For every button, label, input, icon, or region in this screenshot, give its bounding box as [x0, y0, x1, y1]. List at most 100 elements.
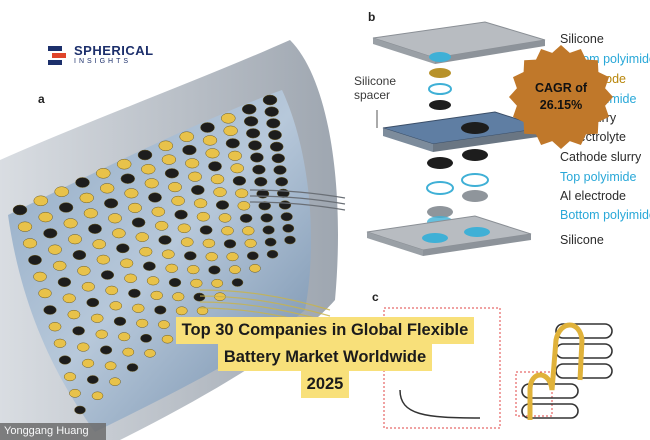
gold-disc: [52, 260, 67, 271]
dark-disc: [232, 175, 247, 186]
gold-disc: [90, 313, 104, 323]
dark-disc: [280, 212, 293, 222]
gold-disc: [139, 246, 153, 257]
dark-disc: [86, 375, 99, 384]
disc-grid: [12, 94, 296, 415]
logo-icon: [48, 44, 70, 66]
dark-disc: [264, 237, 277, 247]
gold-disc: [118, 332, 131, 342]
gold-disc: [17, 221, 33, 232]
gold-disc: [146, 276, 160, 286]
dark-disc: [137, 149, 153, 161]
dark-disc: [282, 223, 295, 233]
gold-disc: [112, 228, 126, 239]
gold-disc: [116, 158, 132, 170]
cagr-badge: [509, 45, 613, 149]
dark-disc: [264, 106, 279, 117]
gold-disc: [193, 198, 208, 209]
dark-disc: [208, 161, 222, 172]
dark-disc: [143, 261, 156, 271]
dark-disc: [154, 305, 167, 315]
dark-disc: [28, 254, 42, 266]
dark-disc: [199, 225, 213, 235]
serpentine-connector-diagram: [383, 307, 613, 429]
gold-disc: [53, 338, 67, 348]
dark-disc: [193, 292, 206, 302]
gold-disc: [188, 171, 202, 182]
gold-disc: [177, 223, 191, 234]
gold-disc: [249, 264, 261, 273]
gold-disc: [172, 292, 185, 302]
dark-disc: [140, 333, 152, 343]
gold-disc: [228, 150, 242, 161]
gold-disc: [205, 148, 220, 159]
dark-disc: [182, 144, 197, 156]
gold-disc: [144, 178, 159, 189]
dark-disc: [262, 225, 275, 235]
gold-disc: [205, 252, 218, 262]
gold-disc: [158, 320, 170, 329]
dark-disc: [120, 173, 135, 184]
gold-disc: [187, 265, 200, 275]
gold-disc: [221, 226, 234, 236]
dark-disc: [268, 129, 282, 141]
dark-disc: [174, 209, 188, 220]
dark-disc: [12, 204, 28, 216]
dark-disc: [104, 198, 119, 209]
gold-disc: [165, 263, 178, 273]
gold-disc: [95, 329, 108, 339]
gold-disc: [67, 309, 81, 320]
gold-disc: [226, 252, 239, 262]
gold-disc: [150, 290, 163, 300]
layer-label: Cathode slurry: [560, 150, 642, 164]
panel-label-b: b: [368, 10, 376, 24]
cagr-value: 26.15%: [539, 98, 583, 112]
dark-disc: [75, 177, 90, 188]
gold-disc: [161, 249, 175, 259]
gold-disc: [244, 238, 257, 248]
logo-name: SPHERICAL: [74, 43, 154, 58]
dark-disc: [208, 265, 221, 275]
dark-disc: [248, 140, 262, 151]
dark-disc: [57, 277, 72, 287]
dark-disc: [239, 213, 253, 223]
gold-disc: [33, 271, 47, 282]
layer-label: Top polyimide: [560, 170, 637, 184]
gold-disc: [100, 183, 115, 194]
gold-disc: [144, 349, 156, 358]
gold-disc: [96, 254, 110, 265]
gold-disc: [48, 244, 62, 255]
dark-disc: [243, 116, 259, 127]
gold-disc: [175, 306, 188, 316]
title-banner: Top 30 Companies in Global Flexible Batt…: [138, 317, 512, 407]
layer-label: Silicone: [560, 32, 604, 46]
dark-disc: [225, 138, 240, 149]
dark-disc: [158, 235, 172, 245]
exploded-layers-diagram: [366, 21, 546, 256]
gold-disc: [196, 306, 209, 316]
gold-disc: [77, 265, 91, 276]
gold-disc: [48, 322, 62, 332]
dark-disc: [231, 278, 244, 287]
gold-disc: [38, 288, 52, 299]
dark-disc: [246, 251, 259, 261]
dark-disc: [148, 192, 162, 203]
gold-disc: [132, 303, 145, 313]
gold-disc: [179, 131, 194, 142]
gold-disc: [155, 220, 169, 231]
gold-disc: [190, 278, 203, 288]
dark-disc: [246, 128, 261, 139]
dark-disc: [260, 213, 273, 223]
gold-disc: [158, 140, 174, 152]
dark-disc: [86, 297, 100, 308]
gold-disc: [104, 361, 117, 371]
gold-disc: [161, 334, 174, 344]
gold-disc: [141, 164, 156, 175]
dark-disc: [266, 118, 281, 129]
dark-disc: [269, 141, 284, 152]
gold-disc: [77, 342, 90, 352]
panel-label-a: a: [38, 92, 45, 106]
layer-label: Al electrode: [560, 189, 627, 203]
gold-disc: [196, 211, 210, 222]
gold-disc: [128, 202, 142, 213]
